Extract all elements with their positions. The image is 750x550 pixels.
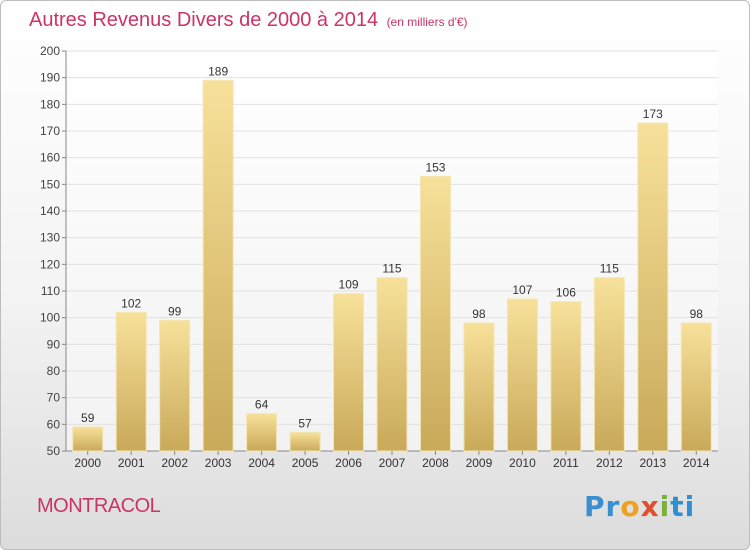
y-tick-label: 120 xyxy=(40,257,60,271)
data-label-2000: 59 xyxy=(81,411,95,425)
y-tick-label: 110 xyxy=(41,284,60,298)
bar-2014 xyxy=(680,322,712,452)
y-tick-label: 90 xyxy=(47,337,61,351)
chart-title: Autres Revenus Divers de 2000 à 2014 (en… xyxy=(29,9,468,32)
x-tick-label-2014: 2014 xyxy=(683,456,710,470)
bar-2011 xyxy=(550,301,582,452)
data-label-2007: 115 xyxy=(382,262,401,276)
logo-part-4: i xyxy=(659,490,671,523)
logo-part-2: o xyxy=(620,490,641,523)
data-label-2004: 64 xyxy=(255,398,269,412)
logo-part-3: x xyxy=(640,490,660,523)
x-tick-label-2004: 2004 xyxy=(248,456,275,470)
y-tick-label: 140 xyxy=(40,204,60,218)
title-unit: (en milliers d'€) xyxy=(386,15,468,29)
x-tick-label-2006: 2006 xyxy=(335,456,362,470)
data-label-2008: 153 xyxy=(425,160,445,174)
x-tick-label-2012: 2012 xyxy=(596,456,623,470)
x-tick-label-2001: 2001 xyxy=(118,456,145,470)
y-tick-label: 190 xyxy=(40,71,60,85)
x-tick-label-2005: 2005 xyxy=(292,456,319,470)
data-label-2003: 189 xyxy=(208,64,228,78)
data-label-2014: 98 xyxy=(690,307,704,321)
y-tick-label: 70 xyxy=(47,391,61,405)
bar-2006 xyxy=(333,293,365,452)
data-label-2010: 107 xyxy=(512,283,532,297)
x-tick-label-2007: 2007 xyxy=(379,456,406,470)
y-tick-label: 170 xyxy=(40,124,60,138)
x-tick-label-2000: 2000 xyxy=(74,456,101,470)
data-label-2001: 102 xyxy=(121,296,141,310)
bar-2012 xyxy=(593,277,625,452)
x-tick-label-2009: 2009 xyxy=(466,456,493,470)
bar-2001 xyxy=(115,311,147,452)
bar-2010 xyxy=(506,298,538,452)
data-label-2006: 109 xyxy=(339,278,359,292)
y-tick-label: 160 xyxy=(40,151,60,165)
bar-2005 xyxy=(289,431,321,452)
logo-part-5: ti xyxy=(670,490,696,523)
bar-2008 xyxy=(419,175,451,452)
bar-2009 xyxy=(463,322,495,452)
x-tick-label-2010: 2010 xyxy=(509,456,536,470)
x-tick-label-2003: 2003 xyxy=(205,456,232,470)
bar-2004 xyxy=(246,413,278,452)
x-tick-label-2011: 2011 xyxy=(553,456,579,470)
y-tick-label: 50 xyxy=(47,444,61,458)
y-tick-label: 100 xyxy=(40,311,60,325)
bar-2013 xyxy=(637,122,669,452)
logo-part-1: Pr xyxy=(584,490,621,523)
data-label-2002: 99 xyxy=(168,304,182,318)
y-tick-label: 60 xyxy=(47,417,61,431)
data-label-2011: 106 xyxy=(556,286,576,300)
y-tick-label: 180 xyxy=(40,97,60,111)
data-label-2005: 57 xyxy=(298,416,312,430)
bar-2002 xyxy=(159,319,191,452)
bar-2007 xyxy=(376,277,408,452)
y-tick-label: 80 xyxy=(47,364,61,378)
data-label-2009: 98 xyxy=(472,307,486,321)
bar-2003 xyxy=(202,79,234,452)
y-tick-label: 130 xyxy=(40,231,60,245)
x-tick-label-2008: 2008 xyxy=(422,456,449,470)
proxiti-logo: Proxiti xyxy=(584,490,695,523)
bar-2000 xyxy=(72,426,104,452)
y-tick-label: 200 xyxy=(40,44,60,58)
y-tick-label: 150 xyxy=(40,177,60,191)
x-tick-label-2002: 2002 xyxy=(161,456,188,470)
title-main: Autres Revenus Divers de 2000 à 2014 xyxy=(29,9,379,31)
data-label-2013: 173 xyxy=(643,107,663,121)
data-label-2012: 115 xyxy=(600,262,619,276)
x-tick-label-2013: 2013 xyxy=(639,456,666,470)
place-name: MONTRACOL xyxy=(37,495,161,517)
